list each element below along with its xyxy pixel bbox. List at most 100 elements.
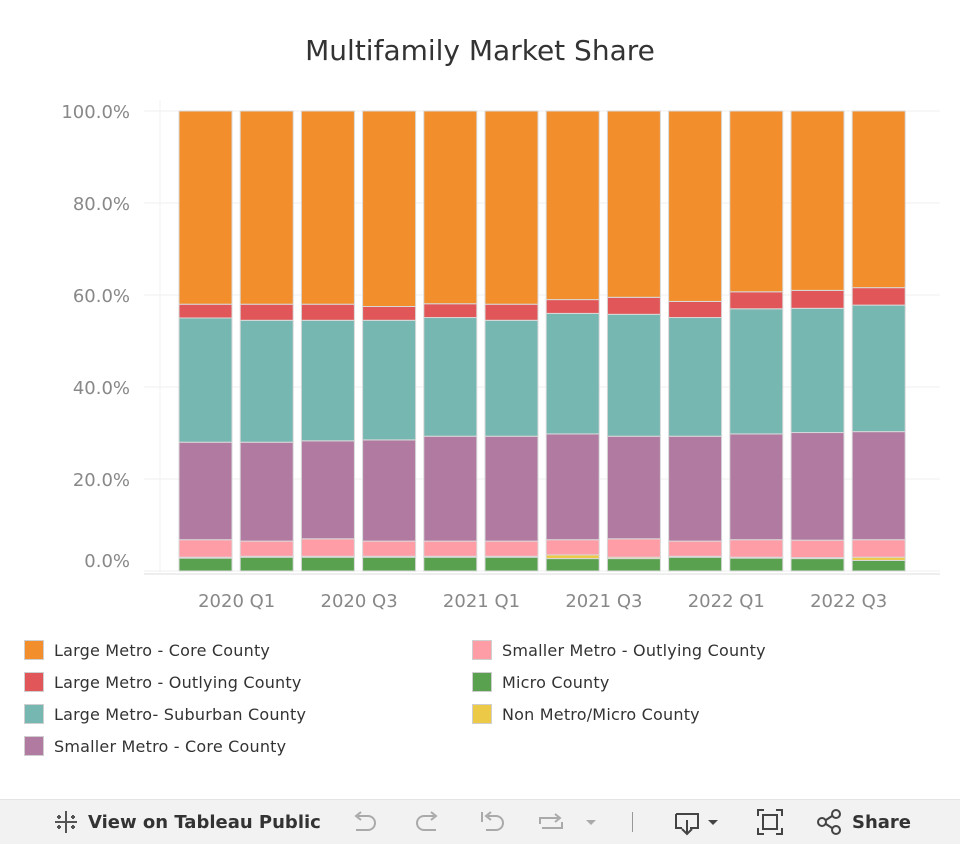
bar-segment (178, 303, 233, 319)
bar-segment (239, 110, 294, 305)
legend: Large Metro - Core County Large Metro - … (0, 636, 960, 796)
y-tick-label: 40.0% (73, 378, 130, 399)
bar-segment (790, 289, 845, 309)
legend-swatch (24, 736, 44, 756)
bar-segment (668, 556, 723, 572)
bar-segment (851, 304, 906, 433)
bar-segment (545, 110, 600, 301)
bar-segment (423, 540, 478, 557)
legend-item[interactable]: Micro County (472, 672, 610, 692)
bar-segment (423, 110, 478, 305)
bar-segment (851, 431, 906, 541)
bar-segment (606, 110, 661, 298)
legend-swatch (24, 640, 44, 660)
bar-segment (729, 539, 784, 558)
bar-segment (668, 540, 723, 557)
legend-swatch (472, 640, 492, 660)
bar-segment (362, 306, 417, 321)
bar-segment (178, 317, 233, 443)
fullscreen-button[interactable] (756, 800, 784, 844)
bar-segment (423, 435, 478, 542)
bar-segment (239, 441, 294, 542)
bar-segment (484, 435, 539, 542)
y-tick-label: 60.0% (73, 286, 130, 307)
bar-segment (178, 441, 233, 541)
legend-label: Micro County (502, 672, 610, 692)
download-button[interactable] (672, 800, 720, 844)
download-icon (675, 813, 718, 836)
legend-label: Large Metro - Core County (54, 640, 271, 660)
x-tick-label: 2021 Q3 (565, 591, 642, 612)
legend-item[interactable]: Large Metro - Outlying County (24, 672, 302, 692)
bar-segment (362, 439, 417, 542)
bar-segment (423, 317, 478, 437)
legend-item[interactable]: Large Metro- Suburban County (24, 704, 306, 724)
bar-segment (362, 110, 417, 307)
bar-segment (545, 558, 600, 572)
view-on-tableau-label: View on Tableau Public (88, 811, 321, 833)
fullscreen-icon (757, 809, 783, 835)
legend-label: Non Metro/Micro County (502, 704, 700, 724)
legend-swatch (24, 672, 44, 692)
bar-segment (178, 557, 233, 572)
x-tick-label: 2021 Q1 (443, 591, 520, 612)
bar-segment (239, 319, 294, 443)
bar-segment (851, 287, 906, 306)
bar-segment (790, 110, 845, 291)
tableau-icon (55, 811, 77, 833)
bar-segment (668, 435, 723, 542)
bar-segment (545, 433, 600, 541)
bar-segment (239, 556, 294, 572)
bar-segment (790, 539, 845, 559)
bar-segment (729, 433, 784, 541)
chart-title: Multifamily Market Share (305, 34, 655, 67)
share-icon (817, 809, 841, 835)
bar-segment (790, 558, 845, 572)
bar-segment (484, 556, 539, 572)
legend-item[interactable]: Large Metro - Core County (24, 640, 270, 660)
redo-icon (416, 811, 438, 831)
revert-icon (481, 811, 504, 831)
bar-segment (851, 539, 906, 558)
legend-item[interactable]: Smaller Metro - Outlying County (472, 640, 766, 660)
bar-segment (484, 540, 539, 557)
bar-segment (300, 440, 355, 540)
chart-area: 100.0% 80.0% 60.0% 40.0% 20.0% 0.0% 2020 Q1 202… (61, 100, 940, 612)
bar-segment (300, 319, 355, 442)
bar-segment (545, 554, 600, 560)
bar-segment (606, 313, 661, 437)
bar-segment (239, 540, 294, 557)
legend-item[interactable]: Non Metro/Micro County (472, 704, 700, 724)
bar-segment (362, 556, 417, 572)
x-tick-label: 2020 Q3 (321, 591, 398, 612)
toolbar-divider (632, 800, 633, 844)
bar-segment (362, 540, 417, 557)
dropdown-icon (586, 820, 596, 825)
bar-segment (300, 556, 355, 572)
share-button[interactable]: Share (816, 800, 911, 844)
legend-label: Large Metro - Outlying County (54, 672, 302, 692)
bar-segment (790, 432, 845, 541)
legend-swatch (24, 704, 44, 724)
refresh-icon (539, 813, 563, 829)
bar-segment (362, 319, 417, 441)
bar-segment (790, 307, 845, 434)
bar-segment (423, 556, 478, 572)
legend-item[interactable]: Smaller Metro - Core County (24, 736, 286, 756)
tableau-toolbar: View on Tableau Public Share (0, 799, 960, 844)
y-tick-label: 0.0% (84, 551, 130, 572)
revert-button[interactable] (478, 800, 506, 844)
bar-segment (300, 538, 355, 557)
x-tick-label: 2020 Q1 (198, 591, 275, 612)
legend-swatch (472, 704, 492, 724)
bar-segment (545, 539, 600, 556)
redo-button[interactable] (414, 800, 442, 844)
refresh-button[interactable] (536, 800, 566, 844)
refresh-dropdown[interactable] (584, 800, 598, 844)
bar-segment (545, 312, 600, 435)
view-on-tableau-button[interactable]: View on Tableau Public (52, 800, 321, 844)
bar-segment (239, 303, 294, 321)
bar-segment (729, 110, 784, 293)
bar-segment (300, 110, 355, 305)
undo-button[interactable] (350, 800, 378, 844)
